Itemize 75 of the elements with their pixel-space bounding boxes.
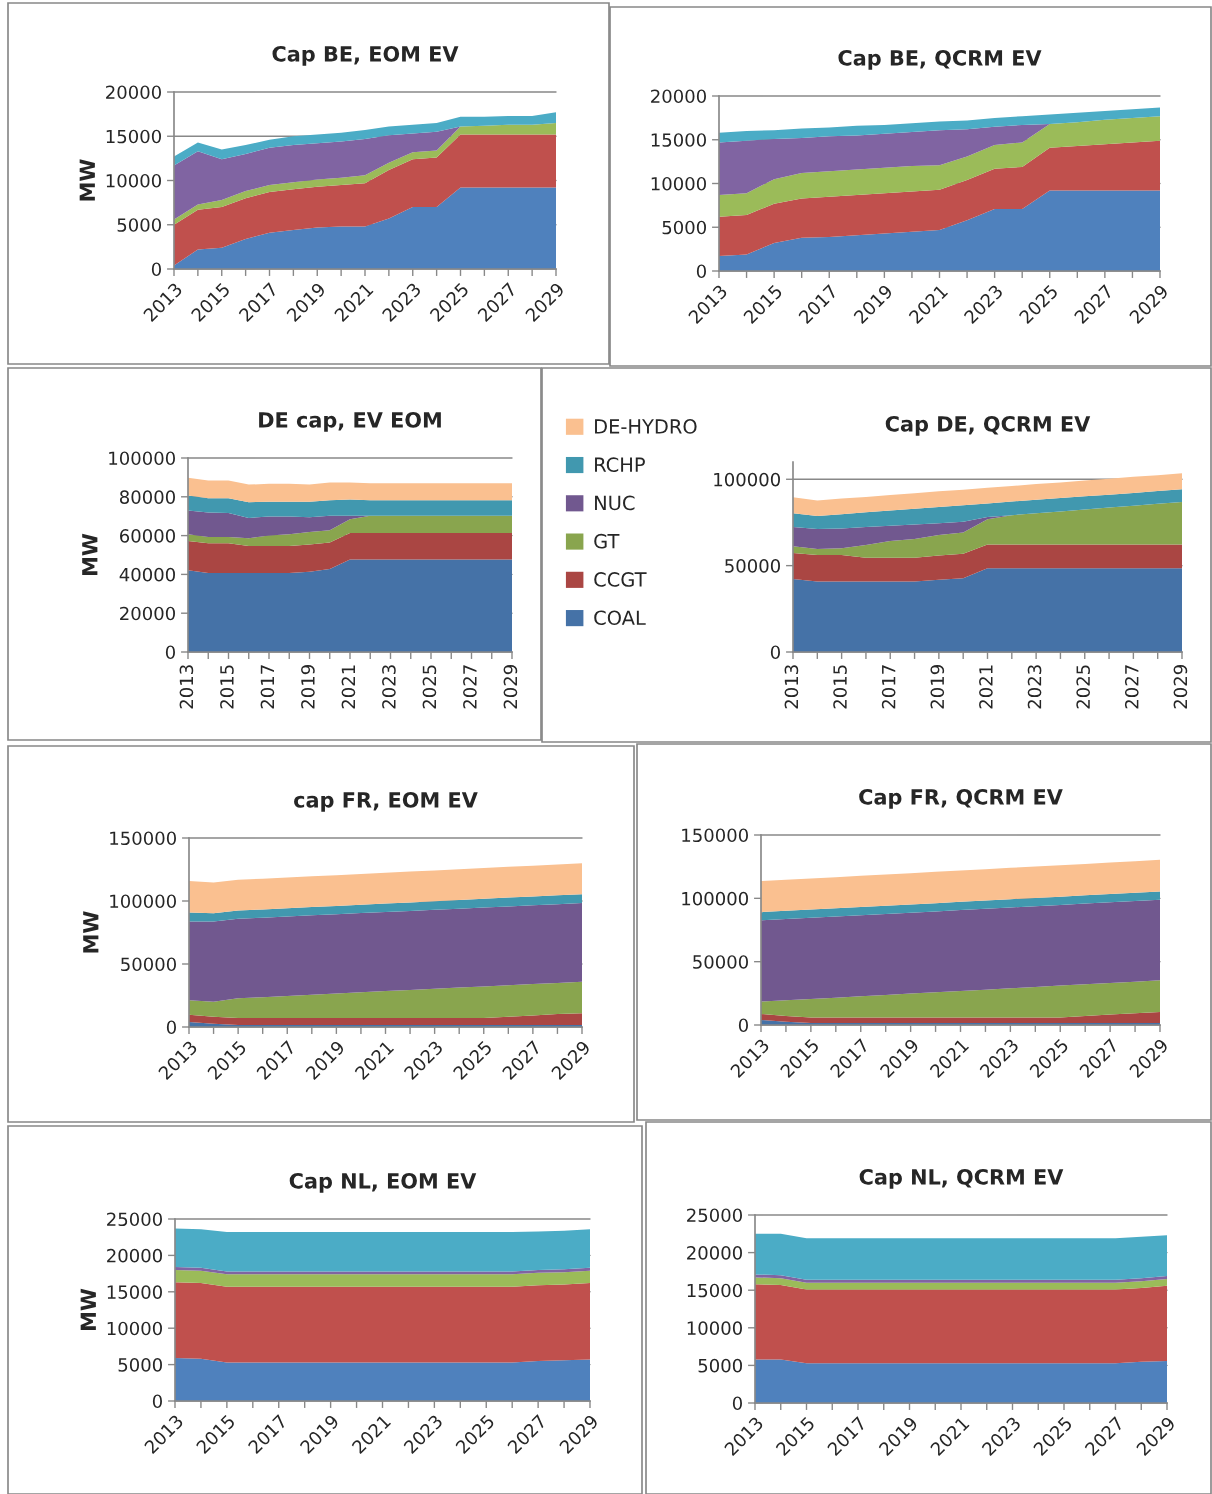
y-tick-label: 15000 [106,129,161,144]
chart-title: cap FR, EOM EV [294,791,478,812]
legend-label: NUC [595,495,635,511]
chart-title: Cap NL, QCRM EV [859,1168,1064,1189]
x-tick-label: 2023 [1027,665,1042,709]
y-tick-label: 0 [696,264,706,279]
y-tick-label: 10000 [107,1321,162,1336]
y-tick-label: 0 [152,1394,162,1409]
y-tick-label: 20000 [107,1248,162,1263]
chart-title: Cap NL, EOM EV [289,1172,477,1193]
y-tick-label: 10000 [687,1321,742,1335]
x-tick-label: 2029 [1173,665,1188,709]
y-tick-label: 5000 [698,1358,742,1373]
y-tick-label: 100000 [714,472,780,487]
y-axis-title: MW [79,159,95,201]
x-tick-label: 2017 [881,665,896,709]
y-tick-label: 0 [770,645,780,660]
y-tick-label: 150000 [110,831,176,846]
chart-title: Cap BE, QCRM EV [838,49,1042,70]
y-tick-label: 100000 [682,891,748,906]
y-tick-label: 50000 [725,559,780,573]
x-tick-label: 2013 [179,665,194,709]
y-axis-title: MW [82,533,98,575]
y-tick-label: 15000 [687,1283,742,1298]
y-tick-label: 0 [166,1020,176,1035]
y-tick-label: 10000 [106,173,161,188]
x-tick-label: 2017 [260,665,275,709]
y-tick-label: 60000 [120,529,175,543]
y-axis-title: MW [83,911,99,953]
y-tick-label: 80000 [119,490,175,504]
x-tick-label: 2029 [503,665,518,709]
y-tick-label: 5000 [118,1358,162,1372]
y-tick-label: 15000 [651,133,706,147]
y-tick-label: 50000 [693,955,748,969]
y-tick-label: 0 [732,1396,742,1411]
chart-title: Cap BE, EOM EV [272,45,459,66]
y-tick-label: 20000 [651,89,706,104]
legend-label: GT [594,533,620,549]
x-tick-label: 2023 [382,665,396,709]
x-tick-label: 2013 [784,665,799,709]
x-tick-label: 2015 [220,665,234,709]
y-tick-label: 150000 [682,828,748,843]
legend-label: RCHP [595,457,645,473]
chart-title: DE cap, EV EOM [259,411,441,432]
y-tick-label: 0 [151,262,161,277]
y-tick-label: 10000 [651,176,706,191]
y-tick-label: 50000 [121,957,176,972]
y-tick-label: 5000 [117,218,161,232]
x-tick-label: 2021 [341,665,356,709]
x-tick-label: 2025 [422,665,437,709]
legend-label: CCGT [594,572,647,587]
y-tick-label: 25000 [107,1212,162,1227]
y-tick-label: 0 [738,1018,748,1033]
legend-label: COAL [594,610,646,626]
y-tick-label: 40000 [119,567,175,582]
y-tick-label: 25000 [687,1208,742,1223]
y-tick-label: 15000 [107,1285,162,1299]
legend-label: DE-HYDRO [595,419,697,434]
y-axis-title: MW [80,1288,96,1330]
y-tick-label: 100000 [110,894,176,909]
x-tick-label: 2019 [301,665,315,709]
x-tick-label: 2021 [979,665,993,709]
x-tick-label: 2027 [1124,665,1139,709]
x-tick-label: 2025 [1076,665,1090,709]
y-tick-label: 20000 [106,85,161,100]
y-tick-label: 20000 [120,606,175,621]
chart-title: Cap DE, QCRM EV [885,415,1091,436]
chart-title: Cap FR, QCRM EV [859,788,1063,809]
x-tick-label: 2019 [930,665,945,709]
x-tick-label: 2015 [833,665,847,709]
y-tick-label: 20000 [687,1246,742,1260]
x-tick-label: 2027 [463,665,477,709]
y-tick-label: 0 [165,645,175,660]
y-tick-label: 100000 [109,451,175,466]
y-tick-label: 5000 [662,220,706,235]
